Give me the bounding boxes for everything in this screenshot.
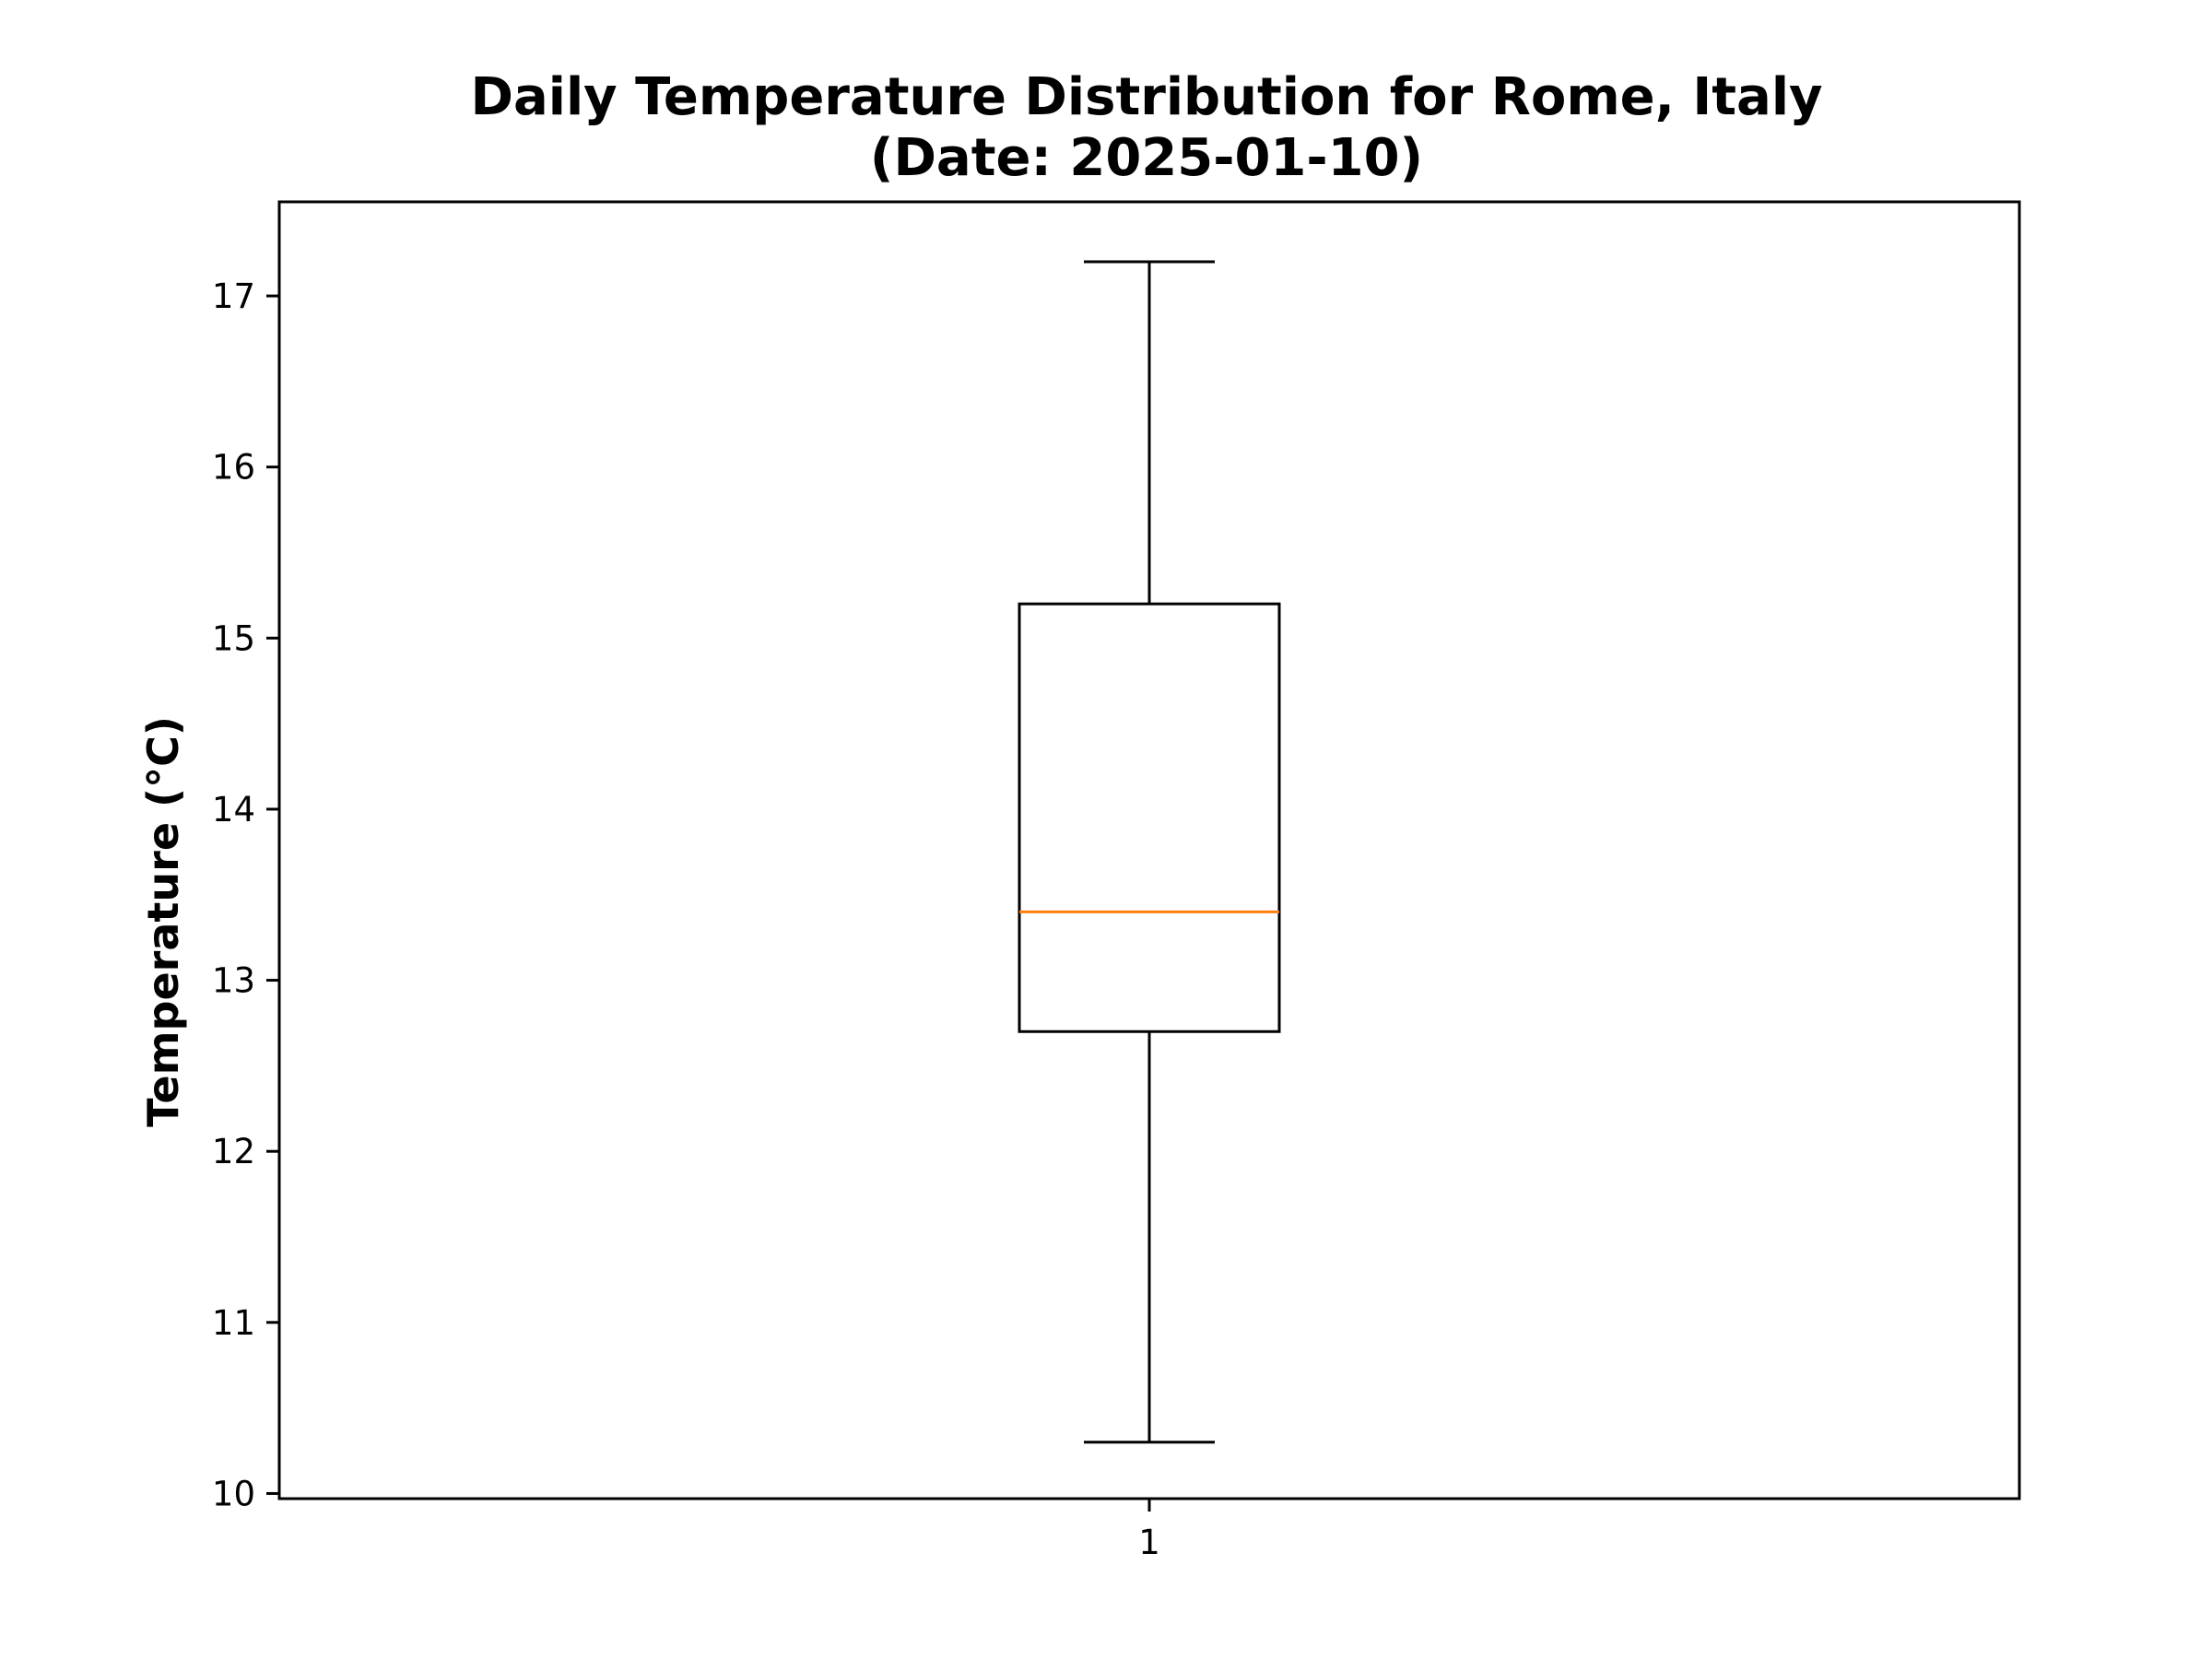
- iqr-box: [1018, 602, 1281, 1033]
- y-tick-label: 17: [212, 276, 255, 316]
- y-tick-label: 10: [212, 1474, 255, 1513]
- y-axis-label: Temperature (°C): [138, 716, 188, 1127]
- x-tick-label: 1: [1138, 1523, 1160, 1562]
- y-tick-label: 14: [212, 790, 255, 830]
- chart-title-line1: Daily Temperature Distribution for Rome,…: [470, 67, 1822, 127]
- y-tick-label: 15: [212, 618, 255, 658]
- plot-area: 10 11 12 13 14 15 16 17 1: [212, 200, 2021, 1562]
- y-tick-label: 13: [212, 961, 255, 1001]
- y-tick-label: 11: [212, 1303, 255, 1343]
- y-tick-label: 16: [212, 448, 255, 488]
- y-tick-label: 12: [212, 1132, 255, 1171]
- chart-title-line2: (Date: 2025-01-10): [870, 128, 1423, 188]
